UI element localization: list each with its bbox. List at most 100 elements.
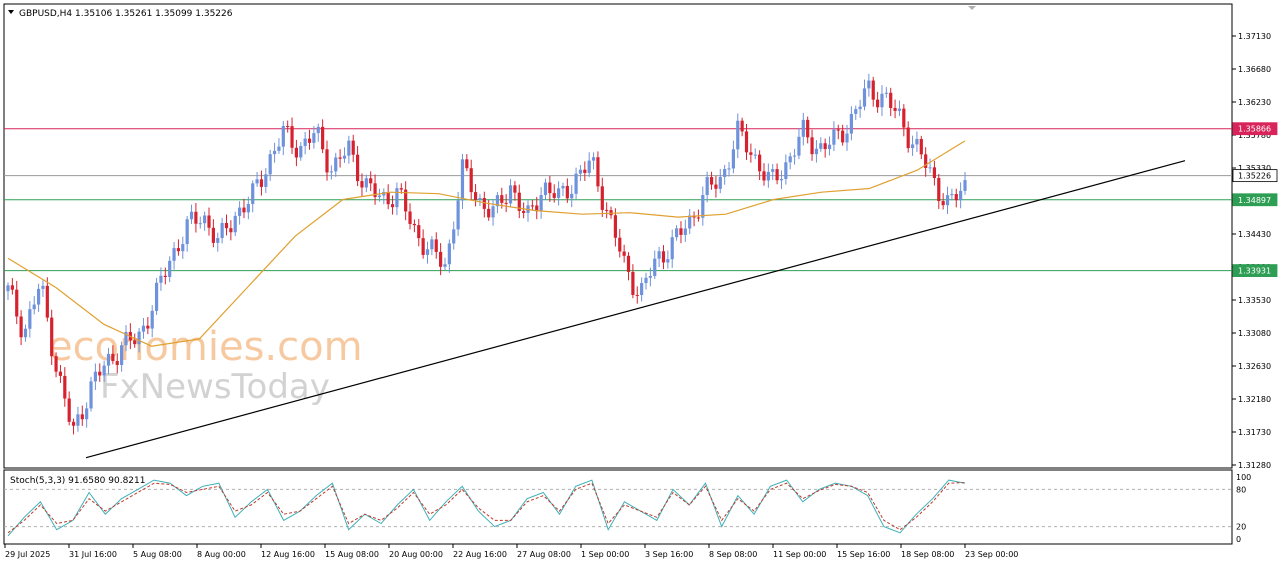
candle-body [124,331,128,346]
candle-body [85,408,89,420]
candle-body [679,228,683,235]
candle-body [744,131,749,153]
candle-body [937,178,941,202]
candle [688,209,692,235]
candle-body [268,154,272,175]
time-tick-label: 18 Sep 08:00 [901,550,954,559]
candle-body [347,140,351,156]
candle-body [696,217,701,219]
stoch-tick-label: 20 [1236,523,1246,532]
candle [133,333,137,348]
candle [316,123,320,142]
candle [154,277,159,315]
time-tick-label: 31 Jul 16:00 [69,550,117,559]
candle-body [181,244,185,252]
candle-body [277,146,281,151]
candle-body [89,381,93,409]
candle-body [290,126,294,148]
candle [535,196,539,220]
time-tick-label: 8 Sep 08:00 [709,550,757,559]
candle-body [535,205,539,212]
stoch-tick-label: 100 [1236,473,1251,482]
candle-body [631,271,635,295]
candle [150,305,154,338]
candle [522,202,526,219]
candle-body [959,190,963,201]
candle [211,219,215,248]
main-panel [3,3,1233,469]
candle [915,131,919,153]
candle-body [272,150,277,155]
candle [443,257,447,271]
candle-body [36,288,41,305]
time-tick-label: 11 Sep 00:00 [773,550,826,559]
candle [312,126,316,149]
candle [858,99,862,118]
candle-body [198,223,202,225]
candle-body [58,371,63,376]
time-tick-label: 12 Aug 16:00 [261,550,315,559]
candle [583,161,587,181]
scroll-marker-icon [968,6,976,10]
candle-body [915,139,919,145]
candle [6,282,10,300]
candle-body [395,188,399,208]
candle [120,341,124,372]
candle-body [246,203,250,213]
candle-body [421,238,425,255]
candle [910,135,915,156]
candle [364,174,368,193]
candle [259,170,264,196]
candle [251,180,255,213]
candle [919,135,923,160]
candle [674,225,679,241]
candle-body [286,126,290,128]
candle [176,239,181,256]
candle-body [50,317,54,357]
candle [902,104,906,137]
candle [640,277,644,302]
candle-body [731,149,735,169]
candle-body [841,130,845,143]
candle-body [491,206,495,218]
candle-body [10,285,14,290]
candle-body [714,184,718,189]
candle [587,152,591,178]
candle-body [570,193,574,199]
candle-body [508,185,513,204]
dropdown-triangle-icon[interactable] [8,10,14,14]
candle [425,241,430,264]
time-tick-label: 23 Sep 00:00 [965,550,1018,559]
candle-body [133,340,137,345]
level-label-box [1232,264,1278,277]
candle-body [233,215,237,233]
candle-body [238,207,242,216]
candle [862,79,867,111]
candle-body [6,285,10,292]
candle [657,246,661,268]
candle [666,250,670,269]
moving-average-line [7,140,966,347]
watermark-line1: economies.com [48,324,363,370]
candle [941,193,945,210]
candle-body [919,139,923,155]
candle-body [373,183,377,198]
candle-body [207,215,211,228]
candle-body [543,182,548,196]
candle [233,211,237,237]
candle [718,168,722,194]
candle-body [80,414,84,420]
candle [644,272,648,290]
candle-body [530,205,534,207]
candle-body [666,259,670,263]
candle [67,391,71,426]
candle [504,194,508,213]
candle [224,214,229,236]
candle-body [688,215,692,229]
candle [76,406,80,432]
candle [351,134,355,163]
candle [369,171,373,192]
candle [552,184,556,203]
candle-body [578,169,583,174]
candle-body [412,223,416,226]
